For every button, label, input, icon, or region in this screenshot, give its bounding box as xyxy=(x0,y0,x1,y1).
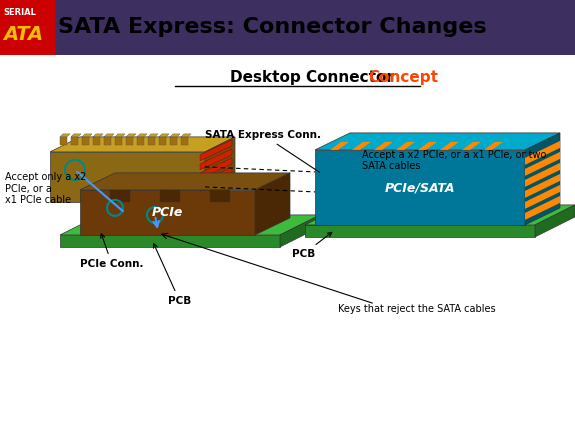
Polygon shape xyxy=(280,215,320,247)
Polygon shape xyxy=(525,185,560,209)
Polygon shape xyxy=(60,235,280,247)
Polygon shape xyxy=(200,140,232,161)
Text: Accept a x2 PCIe, or a x1 PCIe, or two
SATA cables: Accept a x2 PCIe, or a x1 PCIe, or two S… xyxy=(362,150,546,171)
Polygon shape xyxy=(440,142,459,150)
Polygon shape xyxy=(50,152,205,202)
Polygon shape xyxy=(159,134,169,137)
Polygon shape xyxy=(525,152,560,176)
Polygon shape xyxy=(126,137,133,145)
Polygon shape xyxy=(104,134,114,137)
Polygon shape xyxy=(315,150,525,225)
Polygon shape xyxy=(525,163,560,187)
Polygon shape xyxy=(0,0,55,55)
Polygon shape xyxy=(60,215,320,235)
Polygon shape xyxy=(0,0,575,55)
Polygon shape xyxy=(160,190,180,202)
Polygon shape xyxy=(352,142,371,150)
Text: PCB: PCB xyxy=(154,243,191,306)
Text: PCB: PCB xyxy=(292,233,332,259)
Polygon shape xyxy=(110,190,130,202)
Text: SERIAL: SERIAL xyxy=(3,8,36,17)
Polygon shape xyxy=(71,134,81,137)
Text: PCIe Conn.: PCIe Conn. xyxy=(80,234,144,269)
Polygon shape xyxy=(170,134,180,137)
Polygon shape xyxy=(60,137,67,145)
Polygon shape xyxy=(115,137,122,145)
Polygon shape xyxy=(462,142,481,150)
Polygon shape xyxy=(200,158,232,179)
Polygon shape xyxy=(525,141,560,165)
Text: PCIe/SATA: PCIe/SATA xyxy=(385,181,455,195)
Polygon shape xyxy=(60,134,70,137)
Text: Desktop Connector: Desktop Connector xyxy=(230,70,399,85)
Polygon shape xyxy=(82,134,92,137)
Polygon shape xyxy=(148,137,155,145)
Polygon shape xyxy=(330,142,349,150)
Polygon shape xyxy=(418,142,437,150)
Polygon shape xyxy=(305,225,535,237)
Polygon shape xyxy=(148,134,158,137)
Polygon shape xyxy=(93,134,103,137)
Polygon shape xyxy=(305,205,575,225)
Polygon shape xyxy=(374,142,393,150)
Polygon shape xyxy=(525,174,560,198)
Polygon shape xyxy=(126,134,136,137)
Polygon shape xyxy=(484,142,503,150)
Polygon shape xyxy=(159,137,166,145)
Text: Concept: Concept xyxy=(368,70,438,85)
Polygon shape xyxy=(170,137,177,145)
Polygon shape xyxy=(71,137,78,145)
Polygon shape xyxy=(82,137,89,145)
Polygon shape xyxy=(80,173,290,190)
Polygon shape xyxy=(525,133,560,225)
Polygon shape xyxy=(80,190,255,235)
Polygon shape xyxy=(104,137,111,145)
Polygon shape xyxy=(205,137,235,202)
Text: SATA Express: Connector Changes: SATA Express: Connector Changes xyxy=(58,17,486,38)
Polygon shape xyxy=(181,134,191,137)
Polygon shape xyxy=(137,137,144,145)
Text: ATA: ATA xyxy=(3,24,43,43)
Polygon shape xyxy=(315,133,560,150)
Text: Accept only a x2
PCIe, or a
x1 PCIe cable: Accept only a x2 PCIe, or a x1 PCIe cabl… xyxy=(5,172,86,205)
Polygon shape xyxy=(535,205,575,237)
Polygon shape xyxy=(50,137,235,152)
Polygon shape xyxy=(181,137,188,145)
Polygon shape xyxy=(200,176,232,197)
Polygon shape xyxy=(93,137,100,145)
Text: SATA Express Conn.: SATA Express Conn. xyxy=(205,130,321,172)
Polygon shape xyxy=(525,196,560,220)
Polygon shape xyxy=(200,149,232,170)
Polygon shape xyxy=(115,134,125,137)
Polygon shape xyxy=(210,190,230,202)
Polygon shape xyxy=(200,167,232,188)
Text: PCIe: PCIe xyxy=(151,206,183,219)
Polygon shape xyxy=(396,142,415,150)
Text: Keys that reject the SATA cables: Keys that reject the SATA cables xyxy=(338,304,496,314)
Polygon shape xyxy=(137,134,147,137)
Polygon shape xyxy=(255,173,290,235)
